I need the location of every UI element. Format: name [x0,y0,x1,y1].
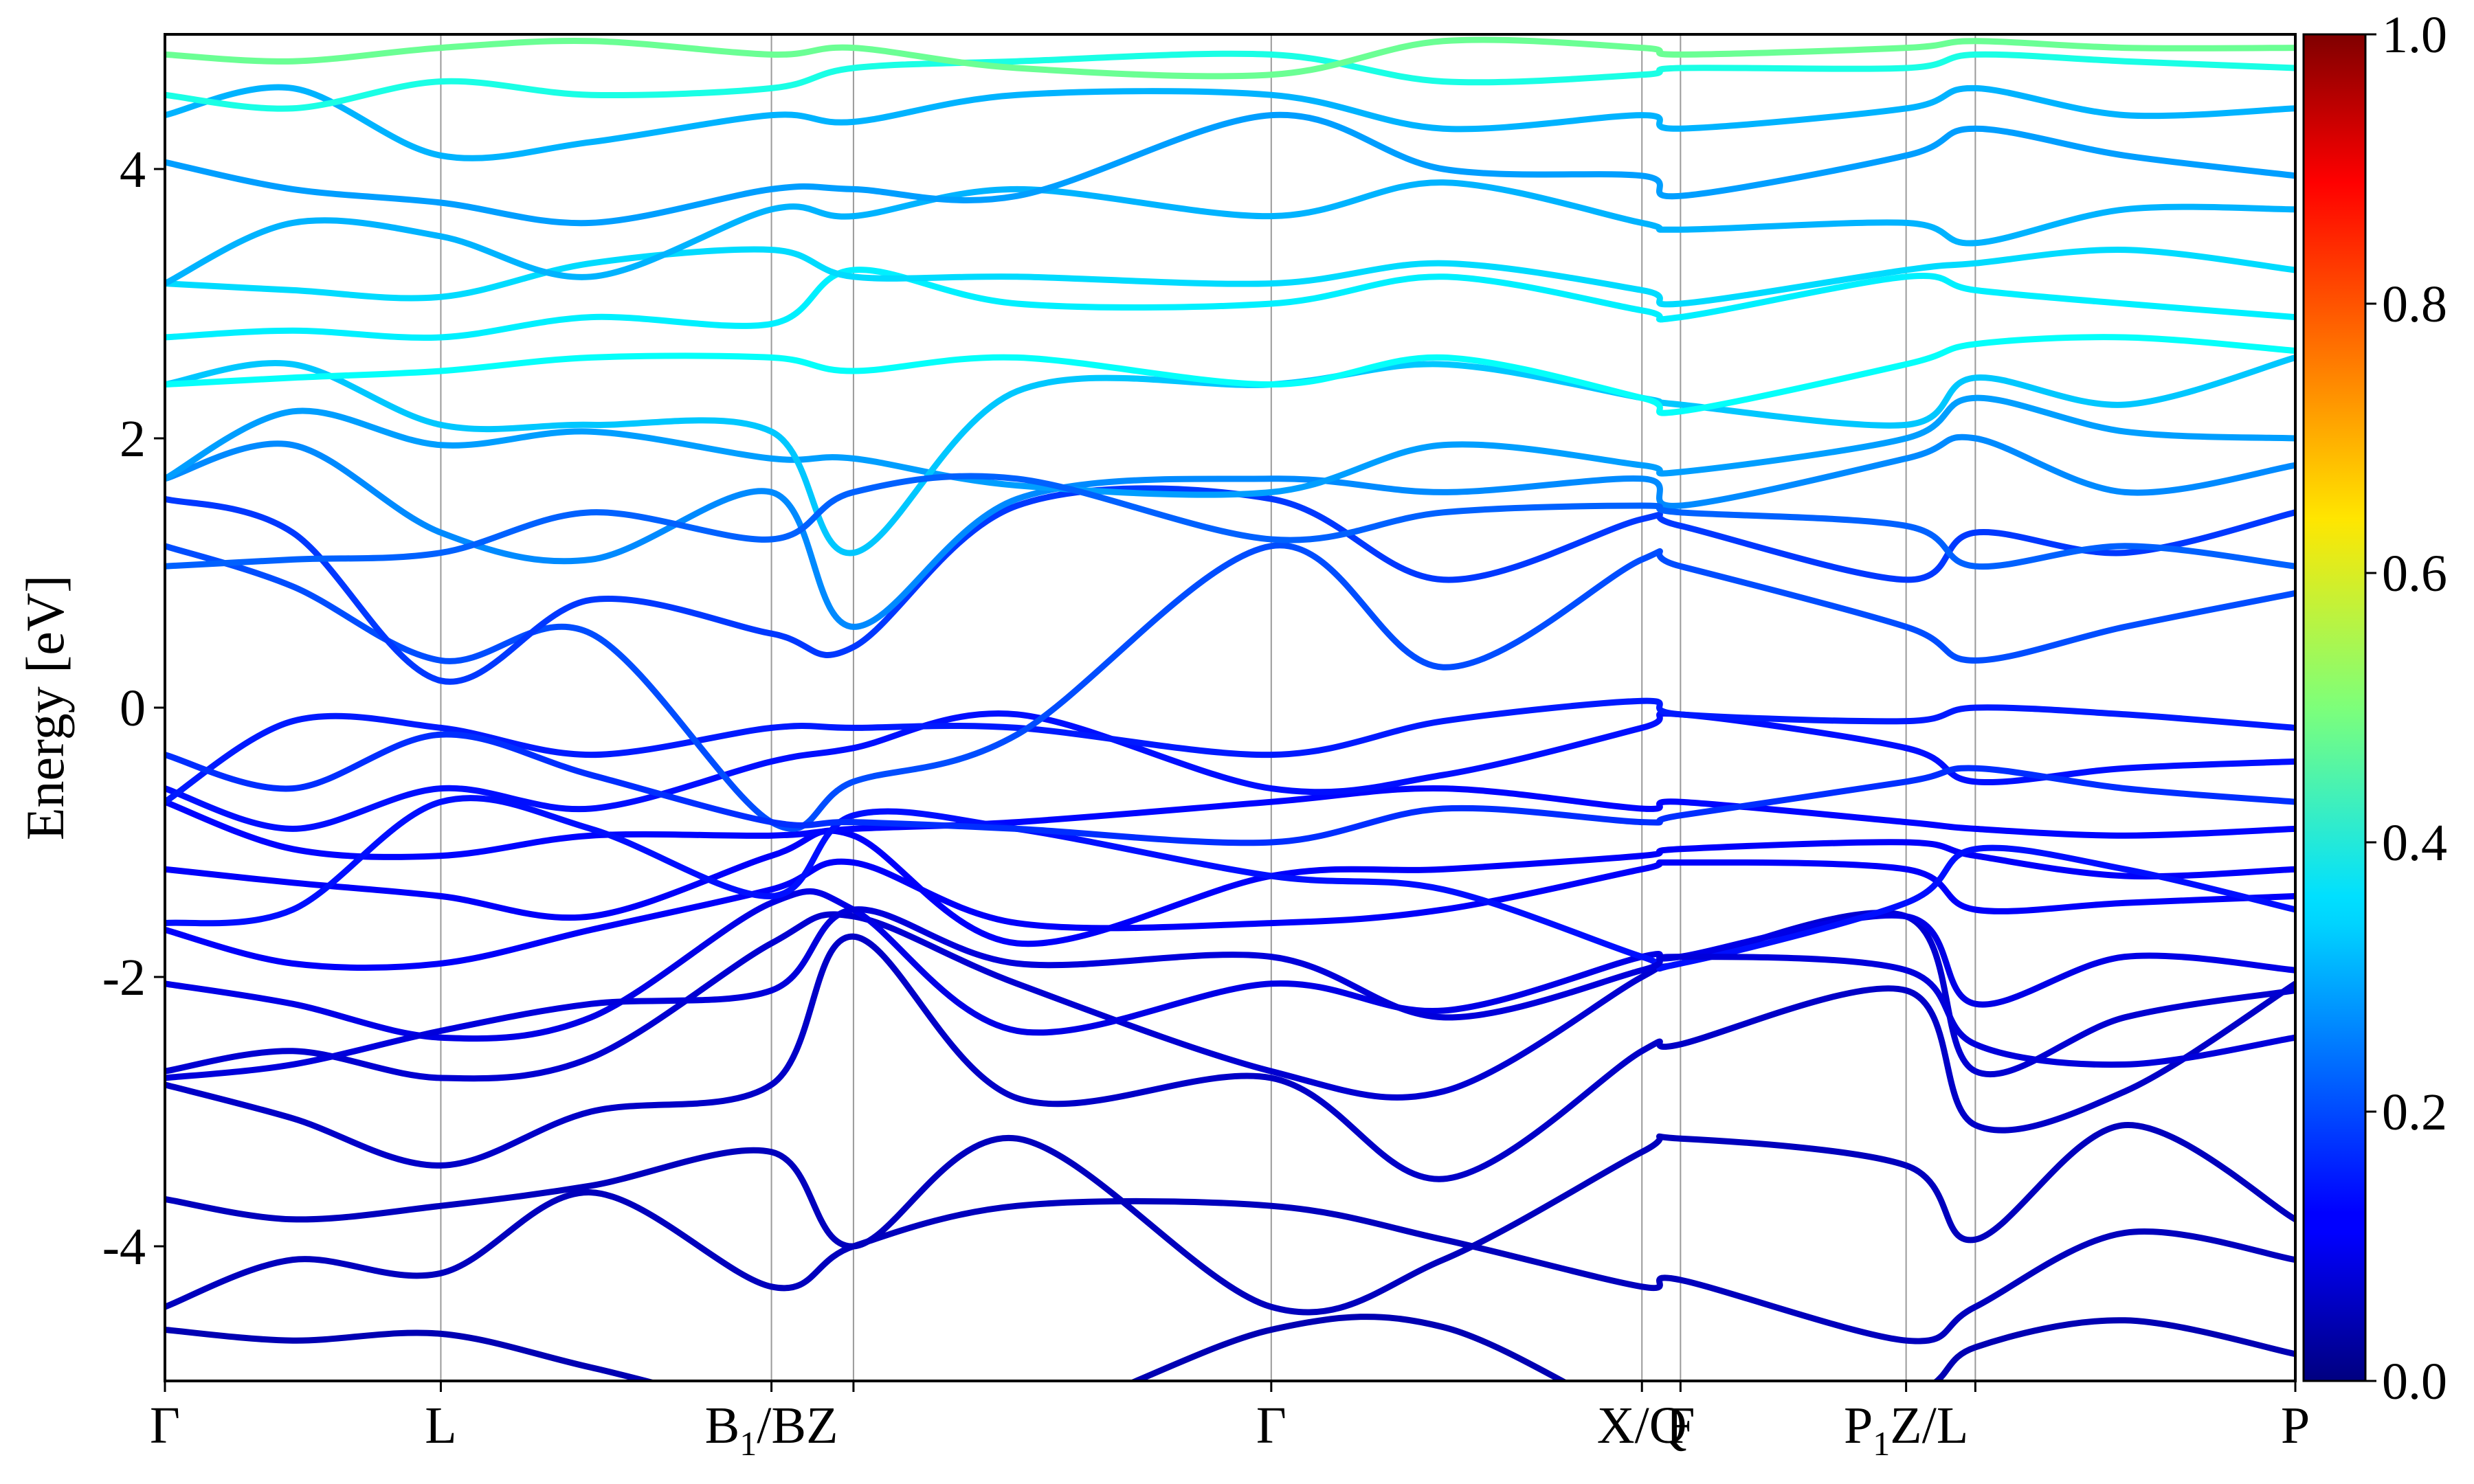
band-lines [165,36,2295,1381]
band-line-6 [165,858,2295,971]
y-tick-label: 0 [120,679,146,737]
band-line-5 [165,888,2295,1042]
band-line-4 [165,910,2295,1101]
band-line-13 [165,434,2295,630]
band-line-22 [165,50,2295,112]
x-tick-label: Γ [1256,1397,1286,1454]
colorbar-tick-label: 0.4 [2382,814,2447,872]
y-tick-label: 4 [120,141,146,199]
colorbar: 0.0 0.2 0.4 0.6 0.8 1.0 [2302,6,2447,1410]
colorbar-tick-label: 1.0 [2382,6,2447,64]
band-line-18 [165,246,2295,308]
x-tick-label: B1/BZ [705,1397,838,1463]
plot-background [165,34,2295,1381]
colorbar-gradient [2302,33,2367,1382]
band-line-24 [165,795,2295,972]
band-line-21 [165,84,2295,161]
band-line-0 [165,1314,2295,1381]
band-line-10 [165,697,2295,805]
y-axis-label: Energy [eV] [15,575,75,840]
x-tick-label: P1Z/L [1844,1397,1968,1463]
colorbar-ticks: 0.0 0.2 0.4 0.6 0.8 1.0 [2365,6,2447,1410]
y-tick-label: 2 [120,410,146,468]
colorbar-tick-label: 0.6 [2382,545,2447,603]
band-line-26 [165,906,2295,1081]
colorbar-tick-label: 0.2 [2382,1083,2447,1141]
band-line-2 [165,1122,2295,1316]
x-tick-label: Γ [150,1397,180,1454]
band-line-25 [165,731,2295,846]
x-tick-label: L [425,1397,456,1454]
y-tick-label: -2 [102,949,146,1007]
colorbar-tick-label: 0.0 [2382,1353,2447,1410]
band-line-19 [165,179,2295,287]
band-line-23 [165,36,2295,80]
band-line-1 [165,1189,2295,1345]
x-tick-label: X/Q [1597,1397,1687,1454]
x-tick-label: F [1666,1397,1695,1454]
band-line-16 [165,334,2295,416]
y-axis: -4 -2 0 2 4 [102,141,165,1276]
band-line-14 [165,394,2295,498]
colorbar-tick-label: 0.8 [2382,276,2447,333]
band-line-20 [165,111,2295,227]
x-axis: Γ L B1/BZ Γ X/QF P1Z/L P [150,1381,2310,1463]
band-line-3 [165,933,2295,1182]
band-line-17 [165,267,2295,341]
band-line-27 [165,473,2295,570]
k-point-divider-lines [440,34,1976,1381]
x-tick-label: P [2281,1397,2310,1454]
y-tick-label: -4 [102,1218,146,1276]
band-line-8 [165,785,2295,860]
